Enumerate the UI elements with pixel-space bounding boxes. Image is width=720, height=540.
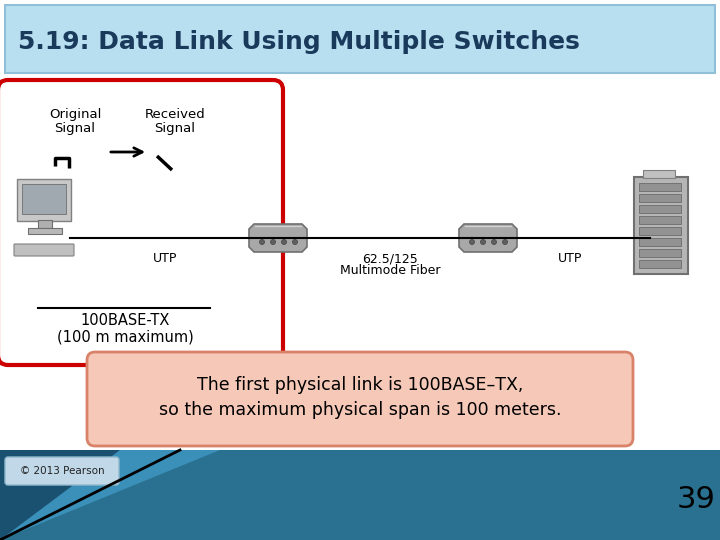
Circle shape — [469, 240, 474, 245]
Text: Signal: Signal — [55, 122, 96, 135]
FancyBboxPatch shape — [22, 184, 66, 214]
FancyBboxPatch shape — [639, 216, 681, 224]
Text: 62.5/125: 62.5/125 — [362, 252, 418, 265]
FancyBboxPatch shape — [5, 457, 119, 485]
FancyBboxPatch shape — [38, 220, 52, 228]
Circle shape — [282, 240, 287, 245]
Text: UTP: UTP — [153, 252, 177, 265]
Circle shape — [271, 240, 276, 245]
FancyBboxPatch shape — [639, 227, 681, 235]
FancyBboxPatch shape — [639, 249, 681, 257]
Text: © 2013 Pearson: © 2013 Pearson — [19, 466, 104, 476]
Circle shape — [480, 240, 485, 245]
Circle shape — [492, 240, 497, 245]
Text: Signal: Signal — [155, 122, 196, 135]
Circle shape — [503, 240, 508, 245]
Polygon shape — [0, 450, 220, 540]
FancyBboxPatch shape — [28, 228, 62, 234]
Text: 100BASE-TX: 100BASE-TX — [81, 313, 170, 328]
FancyBboxPatch shape — [0, 450, 720, 540]
Text: Original: Original — [49, 108, 102, 121]
Text: UTP: UTP — [558, 252, 582, 265]
Text: (100 m maximum): (100 m maximum) — [57, 330, 194, 345]
FancyBboxPatch shape — [5, 5, 715, 73]
Circle shape — [292, 240, 297, 245]
Polygon shape — [0, 450, 120, 540]
FancyBboxPatch shape — [0, 80, 283, 365]
Text: The first physical link is 100BASE–TX,: The first physical link is 100BASE–TX, — [197, 376, 523, 394]
FancyBboxPatch shape — [639, 238, 681, 246]
Polygon shape — [459, 224, 517, 252]
FancyBboxPatch shape — [643, 170, 675, 178]
FancyBboxPatch shape — [87, 352, 633, 446]
FancyBboxPatch shape — [639, 260, 681, 268]
FancyBboxPatch shape — [634, 177, 688, 274]
Polygon shape — [249, 224, 307, 252]
FancyBboxPatch shape — [17, 179, 71, 221]
FancyBboxPatch shape — [14, 244, 74, 256]
Text: 5.19: Data Link Using Multiple Switches: 5.19: Data Link Using Multiple Switches — [18, 30, 580, 54]
FancyBboxPatch shape — [639, 183, 681, 191]
Text: Multimode Fiber: Multimode Fiber — [340, 264, 440, 277]
FancyBboxPatch shape — [639, 205, 681, 213]
Text: Received: Received — [145, 108, 205, 121]
Text: so the maximum physical span is 100 meters.: so the maximum physical span is 100 mete… — [158, 401, 562, 419]
Text: 39: 39 — [677, 485, 716, 515]
FancyBboxPatch shape — [639, 194, 681, 202]
Circle shape — [259, 240, 264, 245]
FancyBboxPatch shape — [0, 78, 720, 430]
